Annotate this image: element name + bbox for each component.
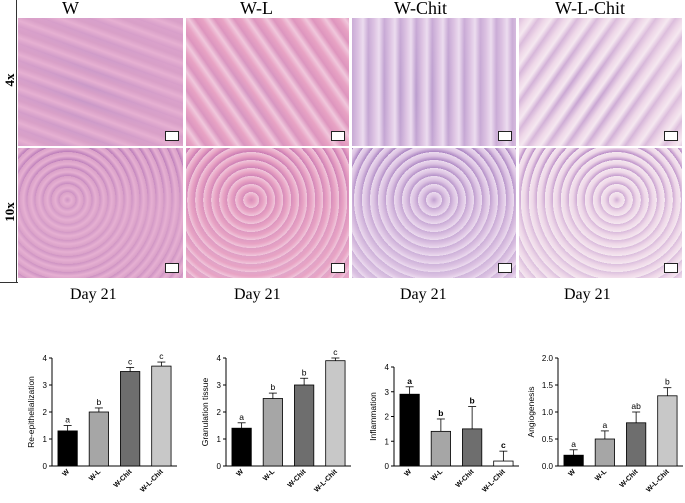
- column-title-w-l: W-L: [240, 0, 273, 18]
- y-tick-label: 0: [217, 462, 222, 471]
- day-label-w-l-chit: Day 21: [564, 286, 611, 303]
- column-title-w: W: [62, 0, 79, 18]
- significance-letter: c: [333, 347, 338, 357]
- significance-letter: b: [438, 408, 443, 418]
- y-axis-label: Granulation tissue: [200, 377, 210, 446]
- bar: [594, 438, 615, 467]
- bar: [120, 371, 141, 467]
- scale-bar-icon: [664, 263, 678, 273]
- day-label-w-l: Day 21: [234, 286, 281, 303]
- micrograph-w-4x: [18, 18, 183, 146]
- category-label: W-L: [262, 468, 277, 483]
- significance-letter: b: [271, 382, 276, 392]
- significance-letter: a: [239, 412, 244, 422]
- micrograph-w-l-10x: [186, 148, 349, 278]
- bar: [657, 395, 678, 467]
- significance-letter: a: [603, 420, 608, 430]
- category-label: W-Chit: [455, 468, 476, 489]
- micrograph-w-10x: [18, 148, 183, 278]
- category-label: W-Chit: [287, 468, 308, 489]
- bar: [88, 411, 109, 467]
- column-title-w-l-chit: W-L-Chit: [555, 0, 625, 18]
- scale-bar-icon: [165, 263, 179, 273]
- y-tick-label: 4: [385, 363, 390, 372]
- day-label-w-chit: Day 21: [400, 286, 447, 303]
- significance-letter: a: [65, 415, 70, 425]
- y-axis-label: Inflammation: [368, 392, 378, 441]
- y-tick-label: 2: [43, 408, 48, 417]
- day-label-w: Day 21: [70, 286, 117, 303]
- y-tick-label: 0: [43, 462, 48, 471]
- y-axis-label: Re-epithelialization: [26, 376, 36, 448]
- significance-letter: c: [128, 356, 133, 366]
- y-tick-label: 4: [43, 354, 48, 363]
- y-tick-label: 3: [385, 388, 390, 397]
- y-tick-label: 0.5: [542, 435, 554, 444]
- micrograph-w-chit-10x: [352, 148, 516, 278]
- category-label: W-L-Chit: [139, 468, 165, 494]
- panel-grid-axis-tick: [0, 282, 18, 283]
- significance-letter: c: [159, 351, 164, 361]
- y-tick-label: 1.5: [542, 381, 554, 390]
- significance-letter: ab: [631, 401, 641, 411]
- category-label: W-Chit: [113, 468, 134, 489]
- bar: [563, 454, 584, 467]
- significance-letter: c: [501, 440, 506, 450]
- micrograph-w-l-4x: [186, 18, 349, 146]
- significance-letter: b: [302, 367, 307, 377]
- category-label: W: [403, 468, 413, 478]
- panel-grid-axis-line: [16, 0, 17, 282]
- y-tick-label: 2: [385, 413, 390, 422]
- category-label: W-L-Chit: [481, 468, 507, 494]
- micrograph-w-l-chit-10x: [519, 148, 682, 278]
- micrograph-w-l-chit-4x: [519, 18, 682, 146]
- significance-letter: a: [571, 439, 576, 449]
- scale-bar-icon: [331, 131, 345, 141]
- y-tick-label: 0: [385, 462, 390, 471]
- bar: [262, 398, 283, 467]
- bar: [231, 427, 252, 467]
- y-tick-label: 2: [217, 408, 222, 417]
- scale-bar-icon: [165, 131, 179, 141]
- y-tick-label: 3: [217, 381, 222, 390]
- y-axis-label: Angiogenesis: [526, 386, 536, 437]
- bar: [626, 422, 647, 467]
- scale-bar-icon: [331, 263, 345, 273]
- y-tick-label: 0.0: [542, 462, 554, 471]
- y-tick-label: 1: [217, 435, 222, 444]
- column-title-w-chit: W-Chit: [394, 0, 447, 18]
- bar: [151, 365, 172, 467]
- significance-letter: b: [665, 377, 670, 387]
- y-tick-label: 3: [43, 381, 48, 390]
- category-label: W-L: [88, 468, 103, 483]
- micrograph-w-chit-4x: [352, 18, 516, 146]
- y-tick-label: 1: [385, 437, 390, 446]
- scale-bar-icon: [498, 131, 512, 141]
- category-label: W-L: [430, 468, 445, 483]
- bar: [325, 360, 346, 467]
- category-label: W-L-Chit: [645, 468, 671, 494]
- y-tick-label: 4: [217, 354, 222, 363]
- category-label: W: [235, 468, 245, 478]
- category-label: W-L: [594, 468, 609, 483]
- significance-letter: b: [470, 396, 475, 406]
- category-label: W: [61, 468, 71, 478]
- bar: [57, 430, 78, 467]
- bar: [493, 460, 514, 467]
- category-label: W: [567, 468, 577, 478]
- bar: [430, 430, 451, 467]
- bar: [399, 393, 420, 467]
- bar: [462, 428, 483, 467]
- category-label: W-Chit: [619, 468, 640, 489]
- scale-bar-icon: [664, 131, 678, 141]
- y-tick-label: 1.0: [542, 408, 554, 417]
- y-tick-label: 2.0: [542, 354, 554, 363]
- bar-charts: 0 1 2 3 4 Re-epithelialization a Wb W-L c W-Chit c W…: [26, 347, 683, 494]
- bar: [294, 384, 315, 467]
- significance-letter: a: [407, 376, 412, 386]
- significance-letter: b: [97, 397, 102, 407]
- scale-bar-icon: [498, 263, 512, 273]
- y-tick-label: 1: [43, 435, 48, 444]
- category-label: W-L-Chit: [313, 468, 339, 494]
